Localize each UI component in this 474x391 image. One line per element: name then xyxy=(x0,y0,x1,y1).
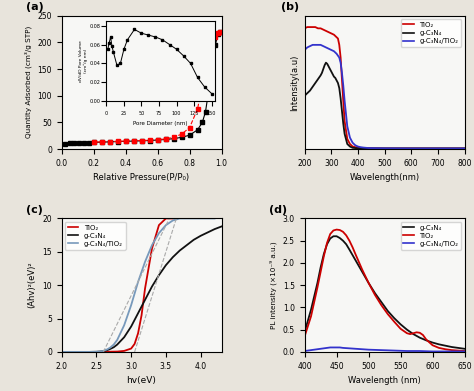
Text: (d): (d) xyxy=(269,205,288,215)
Text: (b): (b) xyxy=(281,2,299,12)
Text: (c): (c) xyxy=(27,205,43,215)
Legend: TiO₂, g-C₃N₄, g-C₃N₄/TiO₂: TiO₂, g-C₃N₄, g-C₃N₄/TiO₂ xyxy=(65,222,126,250)
X-axis label: Wavelength(nm): Wavelength(nm) xyxy=(349,173,419,182)
Legend: g-C₃N₄, TiO₂, g-C₃N₄/TiO₂: g-C₃N₄, TiO₂, g-C₃N₄/TiO₂ xyxy=(401,222,461,250)
X-axis label: hv(eV): hv(eV) xyxy=(127,376,156,385)
X-axis label: Relative Pressure(P/P₀): Relative Pressure(P/P₀) xyxy=(93,173,190,182)
Legend: TiO₂, g-C₃N₄, g-C₃N₄/TiO₂: TiO₂, g-C₃N₄, g-C₃N₄/TiO₂ xyxy=(401,19,461,47)
Y-axis label: Quantity Adsorbed (cm³/g STP): Quantity Adsorbed (cm³/g STP) xyxy=(24,26,32,138)
Y-axis label: Intensity(a.u): Intensity(a.u) xyxy=(290,54,299,111)
X-axis label: Wavelength (nm): Wavelength (nm) xyxy=(348,376,421,385)
Y-axis label: (Ahv)²(eV)²: (Ahv)²(eV)² xyxy=(27,262,36,308)
Y-axis label: PL intensity (×10⁻⁹ a.u.): PL intensity (×10⁻⁹ a.u.) xyxy=(270,241,277,329)
Text: (a): (a) xyxy=(27,2,44,12)
